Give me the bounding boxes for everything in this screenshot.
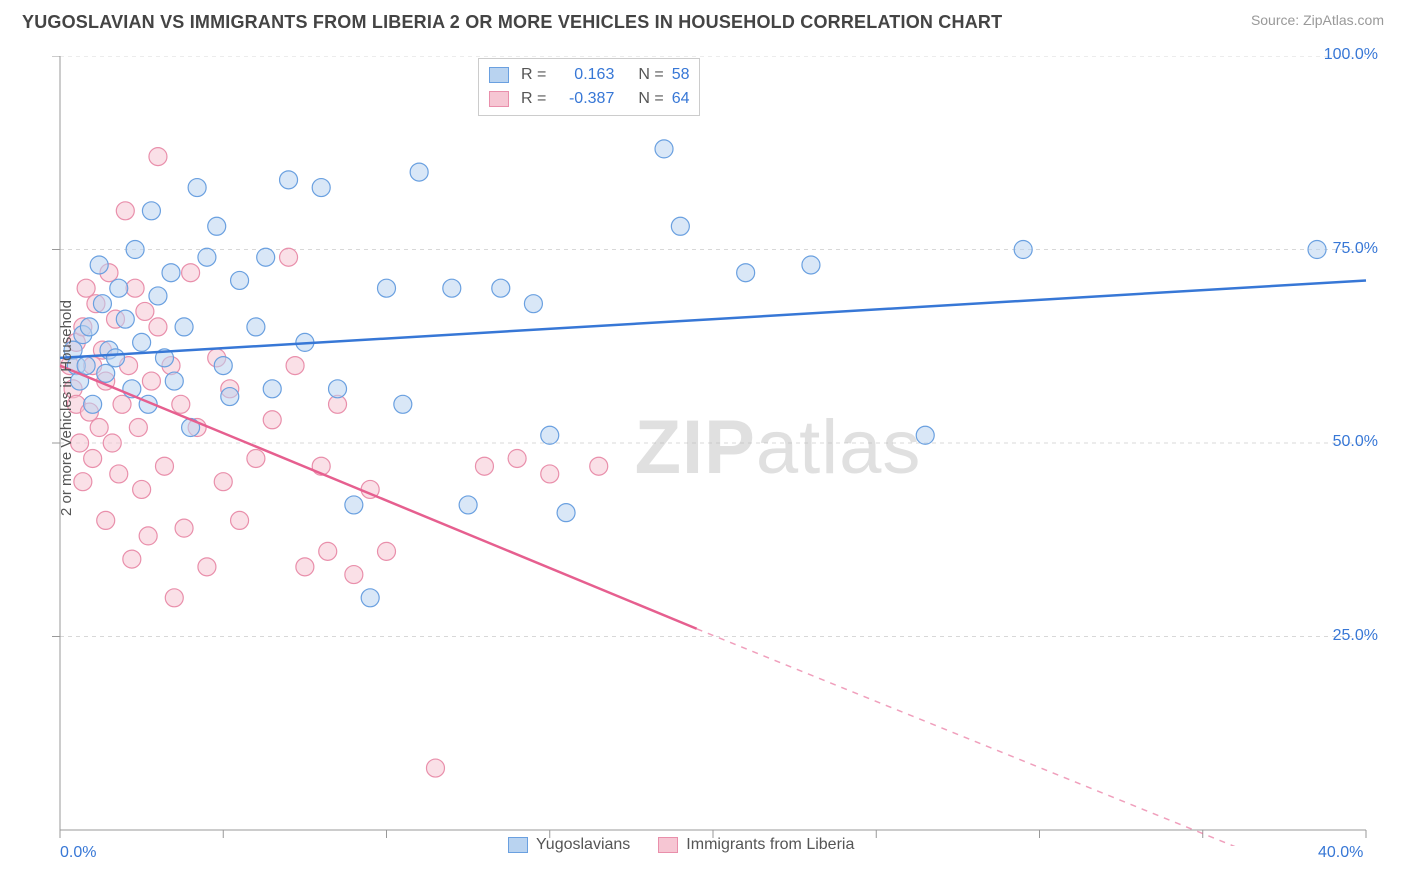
swatch-pink <box>658 837 678 853</box>
r-label: R = <box>521 63 546 87</box>
legend-label: Immigrants from Liberia <box>686 836 854 854</box>
scatter-plot-svg <box>48 56 1378 846</box>
swatch-blue <box>489 67 509 83</box>
y-tick-label: 100.0% <box>1324 46 1378 64</box>
legend-stats: R = 0.163 N = 58 R = -0.387 N = 64 <box>478 58 700 116</box>
swatch-blue <box>508 837 528 853</box>
legend-series: Yugoslavians Immigrants from Liberia <box>508 836 854 854</box>
legend-item-blue: Yugoslavians <box>508 836 630 854</box>
n-value: 58 <box>672 63 690 87</box>
legend-item-pink: Immigrants from Liberia <box>658 836 854 854</box>
chart-title: YUGOSLAVIAN VS IMMIGRANTS FROM LIBERIA 2… <box>22 12 1002 33</box>
x-tick-label: 0.0% <box>60 844 96 862</box>
swatch-pink <box>489 91 509 107</box>
legend-stat-row: R = 0.163 N = 58 <box>489 63 689 87</box>
source-attribution: Source: ZipAtlas.com <box>1251 12 1384 28</box>
r-value: 0.163 <box>554 63 614 87</box>
chart-area: 2 or more Vehicles in Household R = 0.16… <box>48 56 1378 846</box>
y-tick-label: 25.0% <box>1333 627 1378 645</box>
n-label: N = <box>638 87 663 111</box>
n-label: N = <box>638 63 663 87</box>
n-value: 64 <box>672 87 690 111</box>
y-tick-label: 50.0% <box>1333 433 1378 451</box>
y-tick-label: 75.0% <box>1333 240 1378 258</box>
legend-stat-row: R = -0.387 N = 64 <box>489 87 689 111</box>
y-axis-label: 2 or more Vehicles in Household <box>58 300 75 516</box>
x-tick-label: 40.0% <box>1318 844 1363 862</box>
r-value: -0.387 <box>554 87 614 111</box>
legend-label: Yugoslavians <box>536 836 630 854</box>
r-label: R = <box>521 87 546 111</box>
